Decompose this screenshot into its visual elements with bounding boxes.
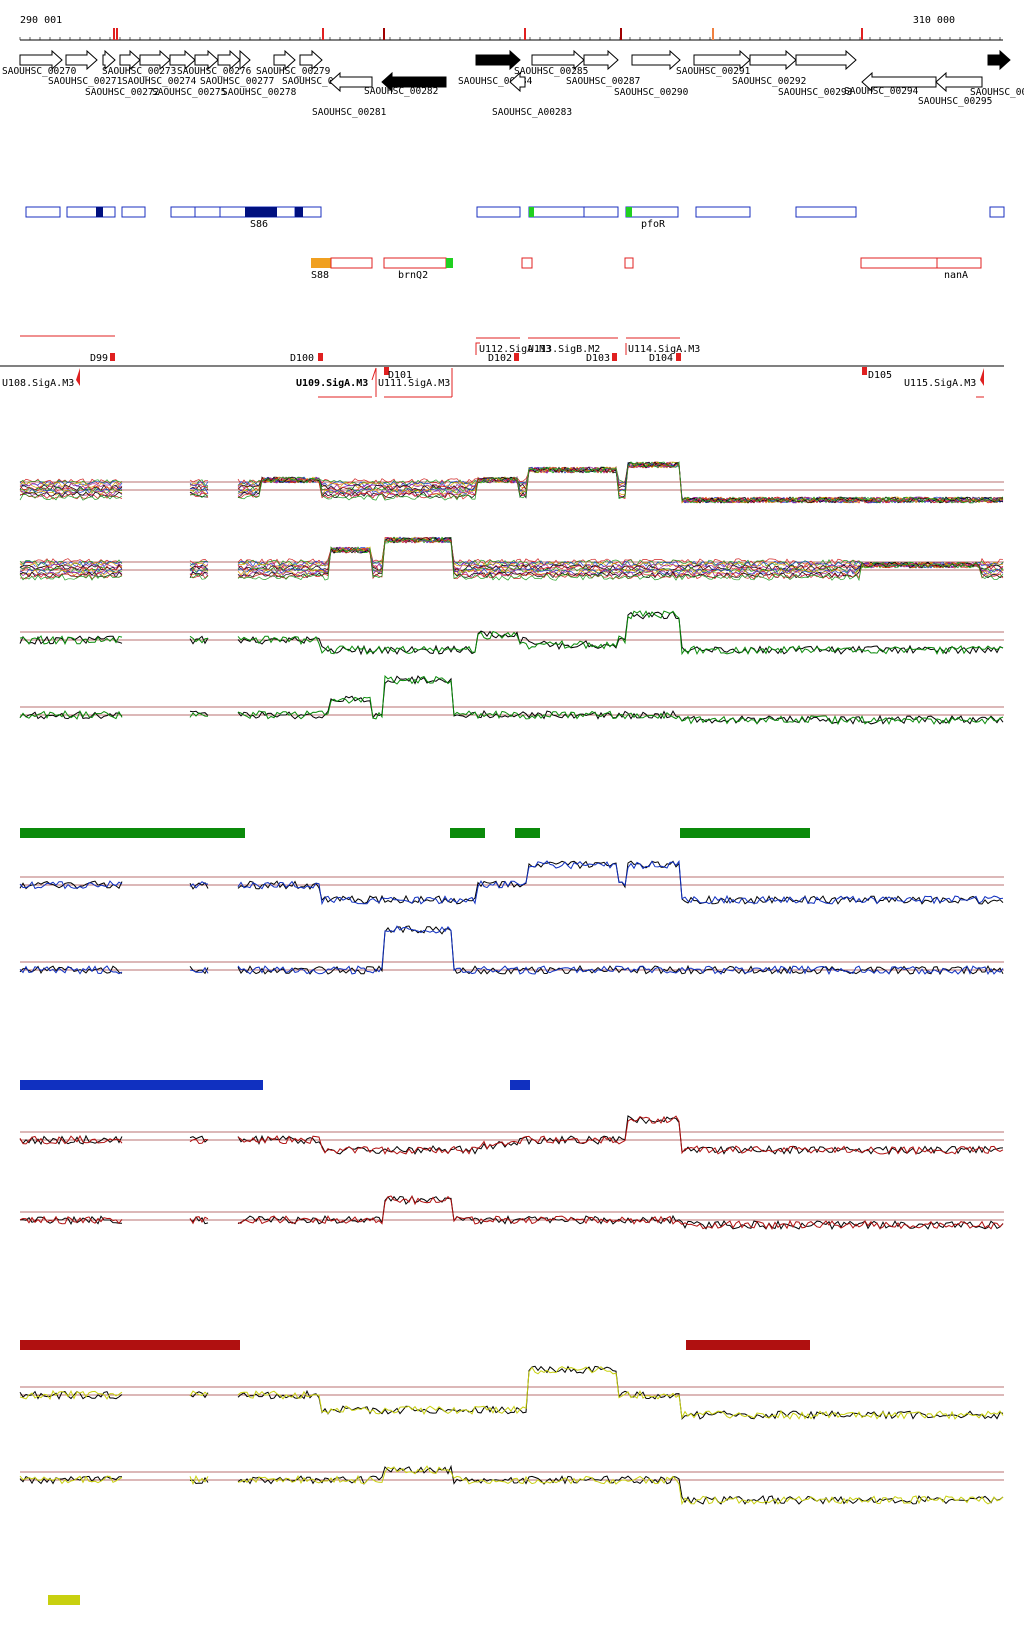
feature-label-s86: S86 xyxy=(250,219,268,230)
end-coordinate: 310 000 xyxy=(913,15,955,26)
legend-bar-green-2 xyxy=(515,828,540,838)
label-u111: U111.SigA.M3 xyxy=(378,378,450,389)
gene-label-g270: SAOUHSC_00270 xyxy=(2,66,77,77)
gene-g294[interactable] xyxy=(861,71,937,93)
expression-track-7 xyxy=(19,1115,1004,1156)
gene-label-g274: SAOUHSC_00274 xyxy=(122,76,197,87)
label-u112: U112.SigA.M3 xyxy=(479,344,551,355)
legend-bar-red-1 xyxy=(686,1340,810,1350)
gene-label-g278: SAOUHSC_00278 xyxy=(222,87,297,98)
condition-legend-bars xyxy=(20,828,810,1605)
gene-label-g280: SAOUHSC_00280 xyxy=(282,76,357,87)
label-u115: U115.SigA.M3 xyxy=(904,378,976,389)
transcription-unit-track[interactable]: D99 D100 D101 D102 D103 D104 D105 U108.S… xyxy=(0,335,1004,398)
gene-g274[interactable] xyxy=(139,49,171,71)
legend-bar-blue-1 xyxy=(510,1080,530,1090)
gene-label-g296: SAOUHSC_00296 xyxy=(970,87,1024,98)
gene-g280[interactable] xyxy=(299,49,323,71)
gene-label-gA283: SAOUHSC_A00283 xyxy=(492,107,572,118)
gene-g275[interactable] xyxy=(169,49,196,71)
expression-track-1 xyxy=(19,461,1004,504)
gene-g270[interactable] xyxy=(19,49,63,71)
legend-bar-red-0 xyxy=(20,1340,240,1350)
gene-label-g272: SAOUHSC_00272 xyxy=(85,87,159,98)
feature-track-red[interactable]: S88 brnQ2 nanA xyxy=(311,257,982,281)
legend-bar-green-1 xyxy=(450,828,485,838)
gene-label-g293: SAOUHSC_00293 xyxy=(778,87,852,98)
expression-track-6 xyxy=(19,925,1004,976)
legend-bar-green-0 xyxy=(20,828,245,838)
label-u109: U109.SigA.M3 xyxy=(296,377,368,389)
gene-g292[interactable] xyxy=(749,49,797,71)
label-d103: D103 xyxy=(586,353,610,364)
gene-track[interactable]: SAOUHSC_00270SAOUHSC_00271SAOUHSC_00272S… xyxy=(2,49,1024,118)
label-d99: D99 xyxy=(90,353,108,364)
gene-label-g291: SAOUHSC_00291 xyxy=(676,66,751,77)
gene-label-g285: SAOUHSC_00285 xyxy=(514,66,588,77)
feature-label-s88: S88 xyxy=(311,270,329,281)
expression-track-10 xyxy=(19,1464,1004,1506)
gene-g276[interactable] xyxy=(194,49,219,71)
gene-g295[interactable] xyxy=(935,71,983,93)
gene-g285[interactable] xyxy=(531,49,585,71)
gene-g296[interactable] xyxy=(987,49,1011,71)
gene-g291[interactable] xyxy=(693,49,751,71)
label-d101: D101 xyxy=(388,370,412,381)
gene-label-g281: SAOUHSC_00281 xyxy=(312,107,387,118)
start-coordinate: 290 001 xyxy=(20,15,62,26)
gene-g293[interactable] xyxy=(795,49,857,71)
feature-label-nana: nanA xyxy=(944,270,968,281)
gene-label-g294: SAOUHSC_00294 xyxy=(844,86,919,97)
gene-label-g295: SAOUHSC_00295 xyxy=(918,96,992,107)
gene-g271[interactable] xyxy=(65,49,98,71)
gene-g278[interactable] xyxy=(239,49,251,71)
expression-tracks xyxy=(19,461,1004,1506)
gene-label-g271: SAOUHSC_00271 xyxy=(48,76,123,87)
gene-label-g279: SAOUHSC_00279 xyxy=(256,66,331,77)
gene-g290[interactable] xyxy=(631,49,681,71)
label-u114: U114.SigA.M3 xyxy=(628,344,700,355)
gene-g273[interactable] xyxy=(119,49,141,71)
gene-g287[interactable] xyxy=(583,49,619,71)
label-d100: D100 xyxy=(290,353,314,364)
gene-label-g277: SAOUHSC_00277 xyxy=(200,76,274,87)
legend-bar-green-3 xyxy=(680,828,810,838)
expression-track-2 xyxy=(19,536,1004,582)
gene-label-g292: SAOUHSC_00292 xyxy=(732,76,806,87)
label-d104: D104 xyxy=(649,353,673,364)
ruler-ticks xyxy=(19,28,1001,40)
legend-bar-yellow-0 xyxy=(48,1595,80,1605)
gene-g272[interactable] xyxy=(102,49,116,71)
gene-label-g287: SAOUHSC_00287 xyxy=(566,76,640,87)
expression-track-4 xyxy=(19,675,1004,726)
expression-track-9 xyxy=(19,1365,1004,1420)
label-d102: D102 xyxy=(488,353,512,364)
feature-track-blue[interactable]: S86 pfoR xyxy=(25,206,1005,230)
coordinate-ruler: 290 001 310 000 xyxy=(19,15,1003,41)
gene-label-g276: SAOUHSC_00276 xyxy=(177,66,252,77)
gene-g282[interactable] xyxy=(381,71,447,93)
label-d105: D105 xyxy=(868,370,892,381)
feature-label-pfor: pfoR xyxy=(641,219,666,230)
gene-g277[interactable] xyxy=(217,49,241,71)
label-u108: U108.SigA.M3 xyxy=(2,378,74,389)
gene-label-g282: SAOUHSC_00282 xyxy=(364,86,438,97)
legend-bar-blue-0 xyxy=(20,1080,263,1090)
gene-g281[interactable] xyxy=(329,71,373,93)
gene-g279[interactable] xyxy=(273,49,296,71)
expression-track-8 xyxy=(19,1194,1004,1231)
expression-track-5 xyxy=(19,859,1004,906)
gene-label-g273: SAOUHSC_00273 xyxy=(102,66,176,77)
expression-track-3 xyxy=(19,610,1004,656)
gene-label-g275: SAOUHSC_00275 xyxy=(152,87,226,98)
gene-gA283[interactable] xyxy=(509,71,526,93)
feature-label-brnq2: brnQ2 xyxy=(398,270,428,281)
label-u113: U113.SigB.M2 xyxy=(528,344,600,355)
gene-g284[interactable] xyxy=(475,49,521,71)
gene-label-g284: SAOUHSC_00284 xyxy=(458,76,533,87)
gene-label-g290: SAOUHSC_00290 xyxy=(614,87,689,98)
